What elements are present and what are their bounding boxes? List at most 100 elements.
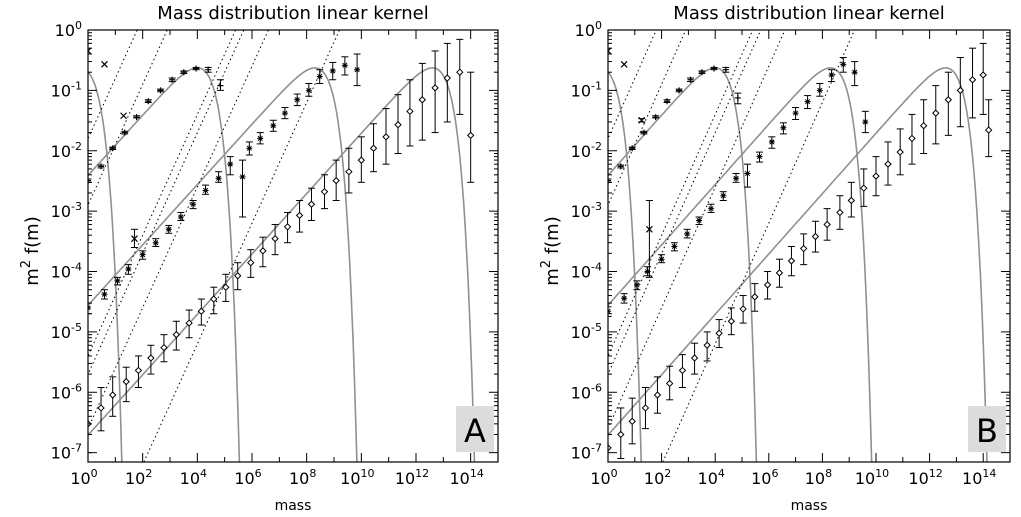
y-tick-label-base: 10 [51, 444, 71, 463]
x-tick-label-base: 10 [180, 469, 200, 488]
theory-curve [88, 67, 241, 462]
diamond-marker [369, 144, 378, 152]
theory-curve [608, 67, 988, 462]
asterisk-marker [768, 138, 775, 145]
data-point [732, 173, 740, 183]
plus-marker [157, 87, 164, 94]
y-tick-label: 10-4 [51, 261, 82, 282]
asterisk-marker [733, 175, 740, 182]
y-tick-label: 10-5 [571, 321, 602, 342]
data-point [122, 366, 130, 403]
x-axis: 100 102 104 106 108 1010 1012 1014 [590, 30, 1011, 488]
x-marker [101, 60, 108, 68]
y-tick-label: 10-6 [51, 381, 82, 402]
data-point [861, 110, 869, 134]
asterisk-marker [744, 170, 751, 177]
data-point [332, 159, 340, 202]
plus-marker [180, 69, 187, 76]
data-point [695, 216, 703, 226]
data-point [369, 123, 378, 173]
y-tick-label-base: 10 [51, 383, 71, 402]
x-tick-label-base: 10 [340, 469, 360, 488]
plus-marker [145, 98, 152, 105]
diamond-marker [172, 330, 181, 339]
x-tick-label-base: 10 [751, 469, 771, 488]
asterisk-marker [152, 239, 159, 246]
data-point [979, 42, 987, 115]
x-tick-label-base: 10 [908, 469, 928, 488]
y-tick-label-exponent: -3 [591, 200, 602, 213]
diamond-marker [108, 391, 117, 399]
y-tick-label-exponent: -5 [591, 321, 602, 334]
asterisk-marker [305, 87, 312, 94]
diamond-marker [147, 354, 155, 362]
data-point [653, 376, 662, 414]
data-point [792, 107, 800, 120]
data-point [836, 195, 844, 230]
data-point [645, 200, 653, 278]
plus-marker [698, 69, 705, 76]
x-tick-label: 102 [125, 467, 152, 488]
diamond-marker [908, 134, 916, 143]
x-tick-label-base: 10 [395, 469, 415, 488]
asterisk-marker [720, 192, 727, 199]
y-tick-label-exponent: -1 [591, 79, 602, 92]
data-point [210, 286, 218, 315]
diamond-marker [443, 74, 452, 82]
y-axis-label: m2 f(m) [19, 216, 43, 285]
asterisk-marker [684, 230, 691, 237]
data-point [608, 419, 612, 462]
data-point [804, 95, 812, 110]
asterisk-marker [341, 62, 348, 69]
x-tick-label-exponent: 6 [771, 467, 778, 480]
plus-marker [734, 94, 741, 101]
x-tick-label: 100 [70, 467, 97, 488]
plus-marker [217, 82, 224, 89]
data-point [703, 331, 711, 362]
series-+ [608, 65, 742, 184]
plus-marker [676, 87, 683, 94]
asterisk-marker [215, 175, 222, 182]
y-label-rest: f(m) [542, 216, 563, 260]
y-label-base: m [22, 268, 43, 286]
diamond-marker [739, 305, 747, 313]
asterisk-marker [202, 187, 209, 194]
data-point [256, 132, 264, 145]
x-tick-label-base: 10 [698, 469, 718, 488]
asterisk-marker [281, 110, 288, 117]
series-asterisk [608, 57, 869, 317]
x-tick-label-base: 10 [855, 469, 875, 488]
asterisk-marker [139, 251, 146, 258]
y-tick-label: 100 [575, 19, 602, 40]
y-tick-label-base: 10 [51, 81, 71, 100]
data-point [638, 116, 646, 124]
data-point [88, 47, 92, 55]
diamond-marker [811, 232, 820, 241]
data-point [431, 50, 439, 134]
x-tick-label-exponent: 8 [825, 467, 832, 480]
y-tick-label-exponent: -7 [591, 442, 602, 455]
y-tick-label-base: 10 [51, 202, 71, 221]
panel-label: A [464, 412, 486, 450]
data-point [215, 171, 223, 183]
x-tick-label-exponent: 8 [309, 467, 316, 480]
data-point [139, 250, 147, 260]
diamond-marker [357, 156, 366, 164]
data-point [779, 122, 787, 135]
x-tick-label-exponent: 14 [982, 467, 996, 480]
data-point [828, 69, 836, 83]
asterisk-marker [239, 173, 246, 180]
diamond-marker [431, 84, 439, 92]
asterisk-marker [828, 71, 835, 78]
data-point [787, 245, 796, 277]
y-tick-label-base: 10 [571, 142, 591, 161]
guide-line [608, 30, 762, 376]
data-point [652, 114, 660, 121]
asterisk-marker [816, 87, 823, 94]
x-tick-label-exponent: 12 [415, 467, 429, 480]
diamond-marker [160, 343, 168, 352]
asterisk-marker [354, 66, 361, 73]
diamond-marker [836, 208, 844, 217]
plus-marker [687, 76, 694, 83]
